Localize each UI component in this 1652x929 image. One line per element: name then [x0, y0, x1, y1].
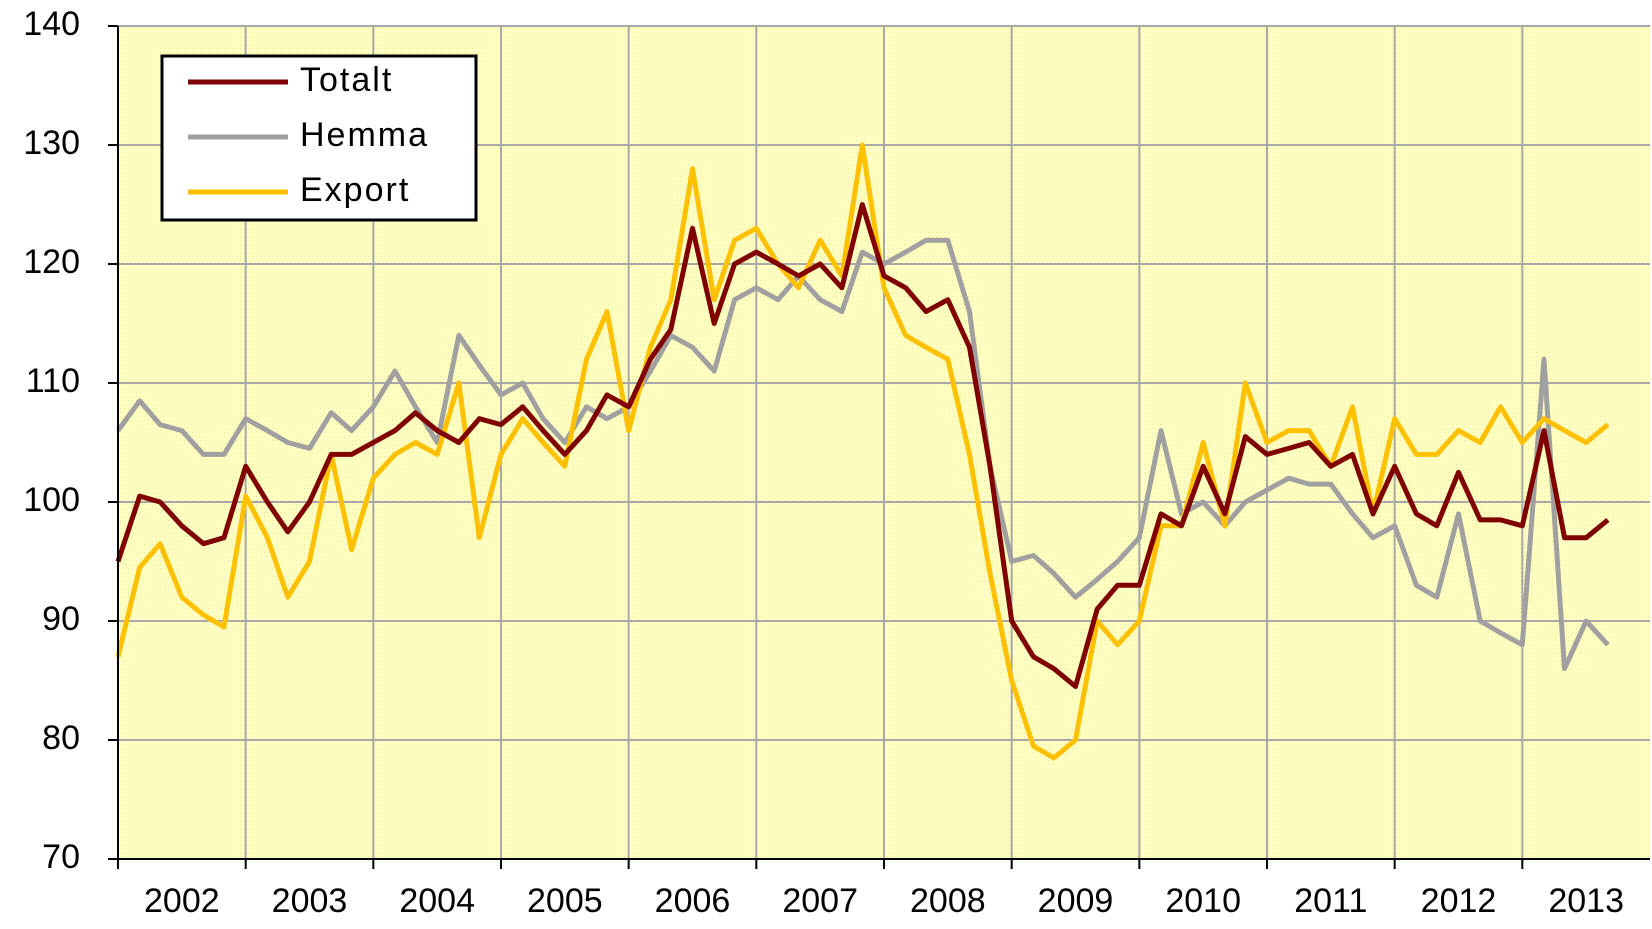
x-tick-label: 2013	[1548, 882, 1624, 920]
legend-label: Export	[300, 171, 410, 209]
x-tick-label: 2009	[1038, 882, 1114, 920]
legend: Totalt Hemma Export	[160, 54, 478, 222]
series-line	[115, 202, 1610, 689]
y-tick-label: 80	[42, 719, 80, 757]
x-tick-label: 2007	[782, 882, 858, 920]
y-tick-label: 100	[23, 481, 80, 519]
y-tick-label: 70	[42, 838, 80, 876]
y-tick-label: 130	[23, 124, 80, 162]
lines	[115, 142, 1610, 761]
x-tick-label: 2005	[527, 882, 603, 920]
x-tick-label: 2003	[272, 882, 348, 920]
x-tick-label: 2004	[399, 882, 475, 920]
x-tick-label: 2006	[655, 882, 731, 920]
y-tick-label: 110	[26, 362, 80, 400]
x-tick-label: 2011	[1294, 882, 1367, 920]
series-line	[115, 142, 1610, 761]
series-line	[115, 237, 1610, 672]
y-tick-label: 140	[23, 5, 80, 43]
x-tick-label: 2010	[1165, 882, 1241, 920]
legend-label: Totalt	[300, 61, 393, 99]
x-tick-label: 2012	[1421, 882, 1497, 920]
y-tick-label: 120	[23, 243, 80, 281]
x-tick-label: 2008	[910, 882, 986, 920]
y-tick-label: 90	[42, 600, 80, 638]
legend-label: Hemma	[300, 116, 429, 154]
x-tick-label: 2002	[144, 882, 220, 920]
